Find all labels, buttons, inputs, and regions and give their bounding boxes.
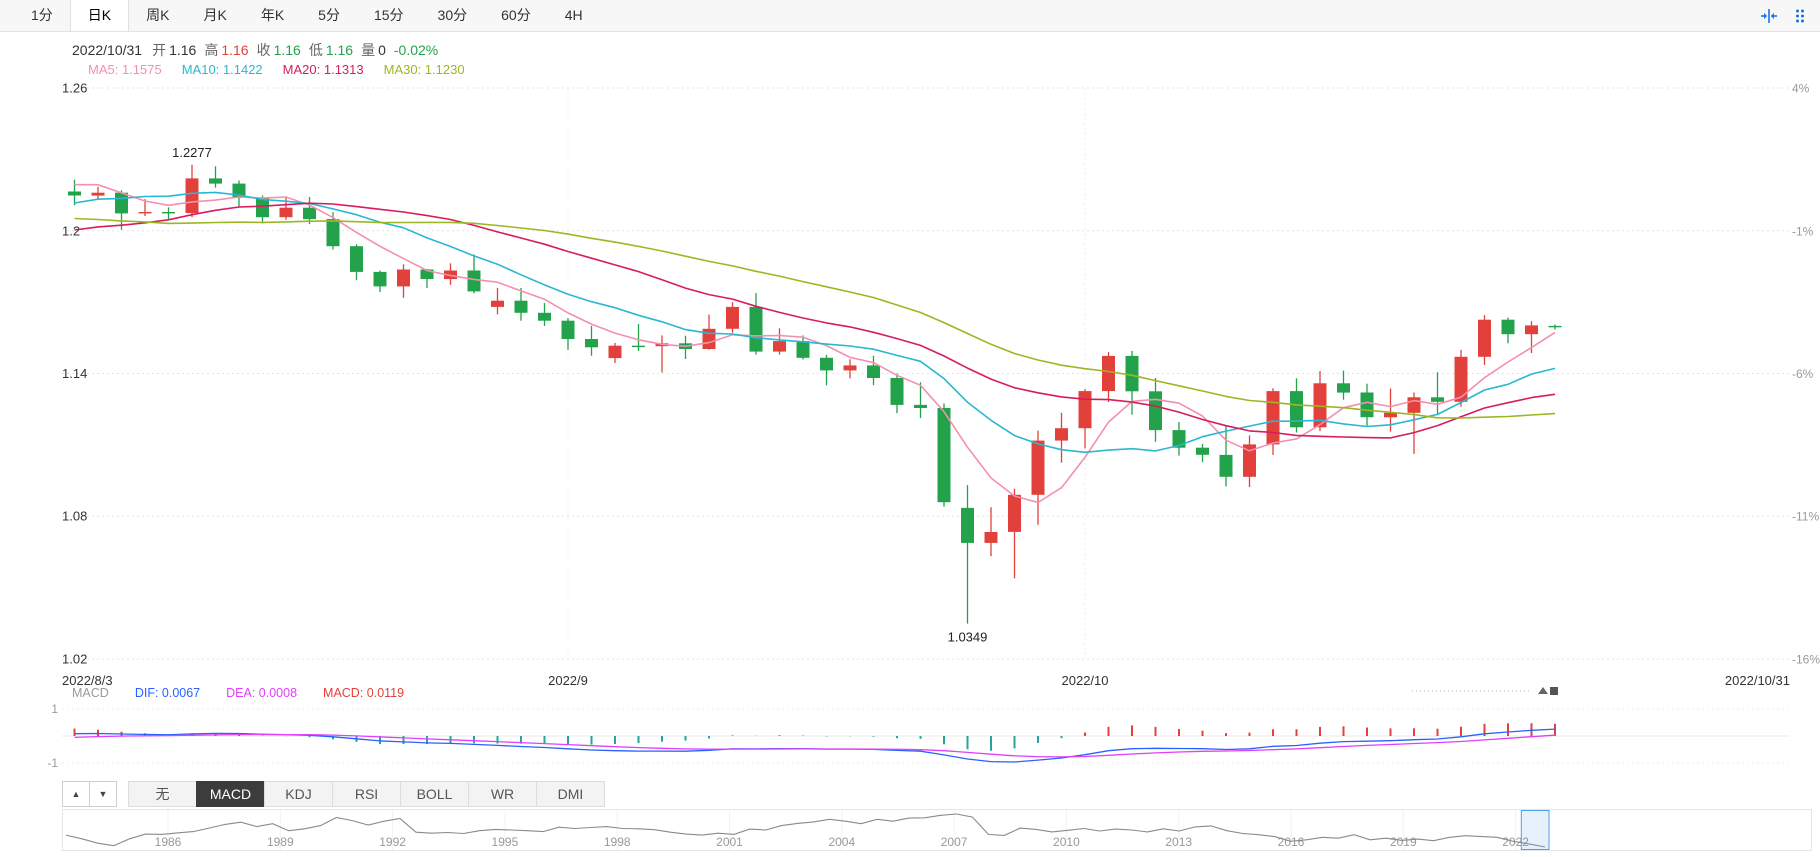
macd-hist-value: MACD: 0.0119 — [323, 686, 405, 700]
svg-text:2016: 2016 — [1278, 835, 1305, 849]
svg-text:-1: -1 — [47, 756, 58, 770]
period-tab[interactable]: 15分 — [373, 7, 404, 23]
macd-pane[interactable]: 1 -1 — [0, 700, 1820, 780]
svg-text:1.0349: 1.0349 — [948, 630, 988, 645]
period-tab[interactable]: 4H — [564, 7, 583, 23]
indicator-tab[interactable]: KDJ — [264, 781, 333, 807]
period-tab[interactable]: 5分 — [318, 7, 340, 23]
quote-close: 收 1.16 — [256, 42, 301, 58]
period-tab[interactable]: 1分 — [31, 7, 53, 23]
ma5-legend: MA5: 1.1575 — [88, 62, 162, 77]
ma-legend: MA5: 1.1575 MA10: 1.1422 MA20: 1.1313 MA… — [88, 62, 465, 77]
indicator-tab[interactable]: MACD — [196, 781, 265, 807]
pane-down-button[interactable]: ▼ — [89, 781, 117, 807]
svg-text:2022/9: 2022/9 — [548, 673, 588, 688]
svg-text:2022/8/3: 2022/8/3 — [62, 673, 113, 688]
svg-text:2022/10: 2022/10 — [1062, 673, 1109, 688]
svg-text:1998: 1998 — [604, 835, 631, 849]
ma30-legend: MA30: 1.1230 — [383, 62, 465, 77]
svg-text:2007: 2007 — [941, 835, 968, 849]
svg-text:2022/10/31: 2022/10/31 — [1725, 673, 1790, 688]
svg-text:1.14: 1.14 — [62, 366, 87, 381]
ma20-legend: MA20: 1.1313 — [282, 62, 364, 77]
change-percent: -0.02% — [393, 42, 439, 58]
close-value: 1.16 — [273, 42, 301, 58]
svg-text:2019: 2019 — [1390, 835, 1417, 849]
candlestick-chart[interactable]: 1.26 4%1.2 -1%1.14 -6%1.08 -11%1.02 -16%2022/… — [0, 78, 1820, 698]
svg-text:-6%: -6% — [1792, 367, 1814, 381]
svg-text:1992: 1992 — [379, 835, 406, 849]
pane-up-button[interactable]: ▲ — [62, 781, 90, 807]
macd-title: MACD — [72, 686, 109, 700]
period-tab[interactable]: 年K — [260, 7, 285, 23]
indicator-tab[interactable]: DMI — [536, 781, 605, 807]
quote-open: 开 1.16 — [152, 42, 197, 58]
macd-dif-value: DIF: 0.0067 — [134, 686, 201, 700]
svg-text:1986: 1986 — [155, 835, 182, 849]
period-tabs: 1分 日K 周K 月K 年K 5分 15分 30分 60分 4H — [0, 0, 600, 31]
svg-text:1.2: 1.2 — [62, 223, 80, 238]
open-value: 1.16 — [169, 42, 197, 58]
quote-high: 高 1.16 — [204, 42, 249, 58]
macd-dea-value: DEA: 0.0008 — [226, 686, 298, 700]
quote-low: 低 1.16 — [308, 42, 354, 58]
more-menu-icon[interactable] — [1794, 7, 1806, 25]
svg-text:2013: 2013 — [1165, 835, 1192, 849]
svg-text:1995: 1995 — [492, 835, 519, 849]
indicator-tab[interactable]: WR — [468, 781, 537, 807]
svg-text:1.02: 1.02 — [62, 652, 87, 667]
indicator-tab[interactable]: 无 — [128, 781, 197, 807]
svg-text:1.2277: 1.2277 — [172, 145, 212, 160]
compress-icon[interactable] — [1760, 7, 1778, 25]
svg-text:2010: 2010 — [1053, 835, 1080, 849]
svg-text:-16%: -16% — [1792, 653, 1820, 667]
timeline-navigator[interactable]: 1986 1989 1992 1995 1998 2001 2004 2007 2010 2013… — [0, 809, 1820, 857]
macd-legend: MACD DIF: 0.0067 DEA: 0.0008 MACD: 0.011… — [72, 686, 404, 700]
indicator-tabs: 无 MACD KDJ RSI BOLL WR DMI — [128, 781, 605, 807]
period-toolbar: 1分 日K 周K 月K 年K 5分 15分 30分 60分 4H — [0, 0, 1820, 32]
period-tab[interactable]: 30分 — [437, 7, 468, 23]
ma10-legend: MA10: 1.1422 — [181, 62, 263, 77]
svg-text:-1%: -1% — [1792, 224, 1814, 238]
period-tab[interactable]: 日K — [69, 0, 130, 31]
volume-value: 0 — [378, 42, 386, 58]
period-tab[interactable]: 60分 — [501, 7, 531, 23]
svg-text:4%: 4% — [1792, 82, 1810, 96]
low-value: 1.16 — [325, 42, 354, 58]
svg-text:2001: 2001 — [716, 835, 743, 849]
period-tab[interactable]: 月K — [203, 7, 227, 23]
high-value: 1.16 — [221, 42, 249, 58]
svg-text:2004: 2004 — [828, 835, 855, 849]
toolbar-icons — [1760, 0, 1820, 31]
svg-text:1989: 1989 — [267, 835, 294, 849]
indicator-toolbar: ▲ ▼ 无 MACD KDJ RSI BOLL WR DMI — [62, 781, 605, 807]
quote-date: 2022/10/31 — [72, 42, 143, 58]
svg-text:1.08: 1.08 — [62, 509, 87, 524]
indicator-tab[interactable]: RSI — [332, 781, 401, 807]
indicator-tab[interactable]: BOLL — [400, 781, 469, 807]
period-tab[interactable]: 周K — [146, 7, 170, 23]
svg-text:1: 1 — [51, 702, 58, 716]
svg-text:1.26: 1.26 — [62, 81, 87, 96]
svg-text:-11%: -11% — [1792, 510, 1819, 524]
